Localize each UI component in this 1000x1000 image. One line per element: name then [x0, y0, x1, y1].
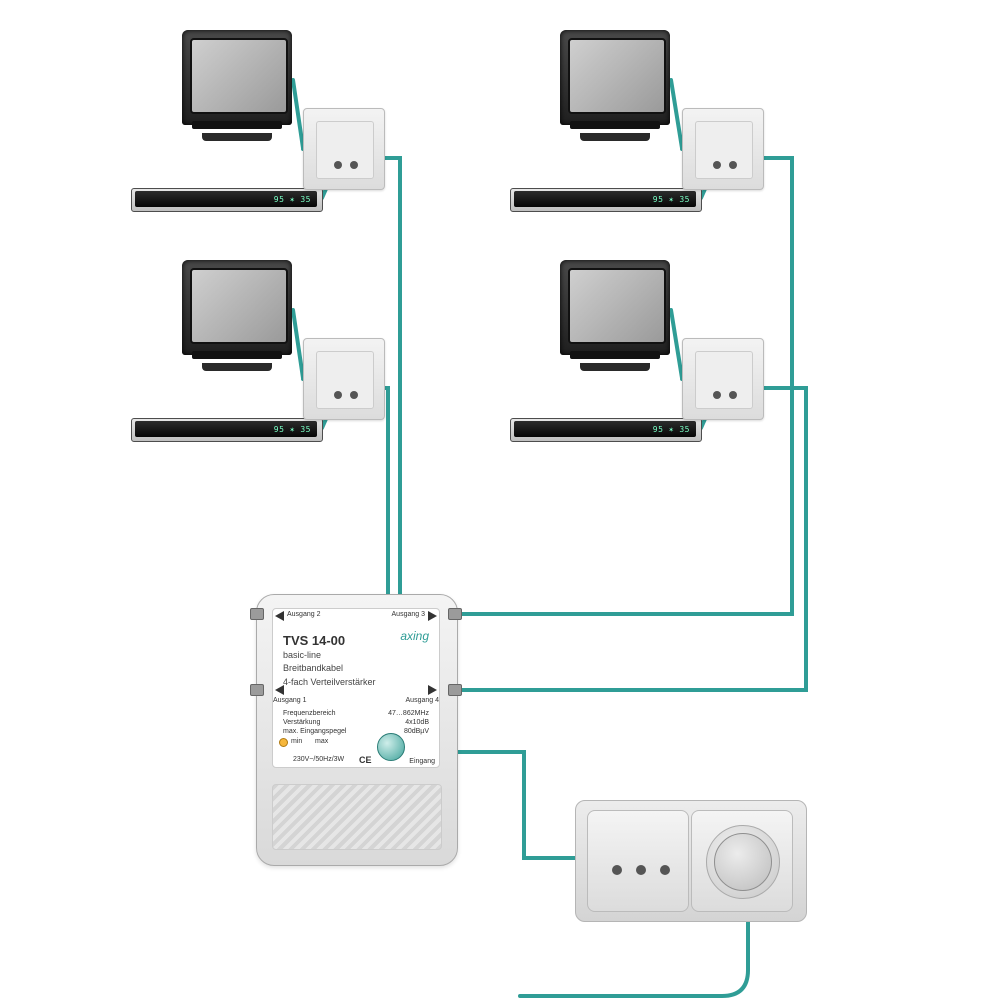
power-socket	[691, 810, 793, 912]
port-ausgang-4	[448, 684, 462, 696]
wallplate-bottom-right	[682, 338, 764, 420]
port-label: Ausgang 2	[287, 611, 320, 618]
amplifier-faceplate: Ausgang 2 Ausgang 3 TVS 14-00 axing basi…	[272, 608, 440, 768]
port-ausgang-2	[250, 608, 264, 620]
port-label: Ausgang 4	[406, 697, 439, 704]
port-ausgang-3	[448, 608, 462, 620]
amplifier-vent	[272, 784, 442, 850]
arrow-icon	[428, 685, 437, 695]
receiver-display: 95 ✶ 35	[653, 425, 690, 434]
receiver-bottom-left: 95 ✶ 35	[131, 414, 321, 444]
arrow-icon	[275, 611, 284, 621]
wallplate-top-left	[303, 108, 385, 190]
led-label: max	[315, 738, 328, 745]
amp-line: basic-line	[283, 650, 429, 661]
receiver-bottom-right: 95 ✶ 35	[510, 414, 700, 444]
port-ausgang-1	[250, 684, 264, 696]
receiver-display: 95 ✶ 35	[653, 195, 690, 204]
amp-line: Breitbandkabel	[283, 663, 429, 674]
wallplate-bottom-left	[303, 338, 385, 420]
amp-brand: axing	[400, 629, 429, 643]
spec-label: Verstärkung	[283, 719, 320, 726]
port-label: Eingang	[409, 758, 435, 765]
cable-layer	[0, 0, 1000, 1000]
tv-bottom-right	[560, 260, 670, 365]
power-plug-icon	[714, 833, 772, 891]
spec-value: 4x10dB	[405, 719, 429, 726]
spec-value: 47…862MHz	[388, 710, 429, 717]
arrow-icon	[275, 685, 284, 695]
port-label: Ausgang 3	[392, 611, 425, 618]
led-icon	[279, 738, 288, 747]
port-label: Ausgang 1	[273, 697, 306, 704]
spec-label: Frequenzbereich	[283, 710, 336, 717]
antenna-socket	[587, 810, 689, 912]
arrow-icon	[428, 611, 437, 621]
ce-mark: CE	[359, 755, 372, 765]
tv-bottom-left	[182, 260, 292, 365]
wallplate-top-right	[682, 108, 764, 190]
tv-top-right	[560, 30, 670, 135]
amplifier-device: Ausgang 2 Ausgang 3 TVS 14-00 axing basi…	[256, 594, 456, 864]
spec-value: 80dBµV	[404, 728, 429, 735]
amp-line: 4-fach Verteilverstärker	[283, 677, 429, 688]
gain-knob[interactable]	[377, 733, 405, 761]
power-label: 230V~/50Hz/3W	[293, 756, 344, 763]
receiver-display: 95 ✶ 35	[274, 425, 311, 434]
spec-label: max. Eingangspegel	[283, 728, 346, 735]
receiver-top-right: 95 ✶ 35	[510, 184, 700, 214]
receiver-top-left: 95 ✶ 35	[131, 184, 321, 214]
led-label: min	[291, 738, 302, 745]
tv-top-left	[182, 30, 292, 135]
wall-double-socket	[575, 800, 805, 920]
receiver-display: 95 ✶ 35	[274, 195, 311, 204]
diagram-stage: 95 ✶ 35 95 ✶ 35 95 ✶ 35 95 ✶ 35 Ausgang …	[0, 0, 1000, 1000]
